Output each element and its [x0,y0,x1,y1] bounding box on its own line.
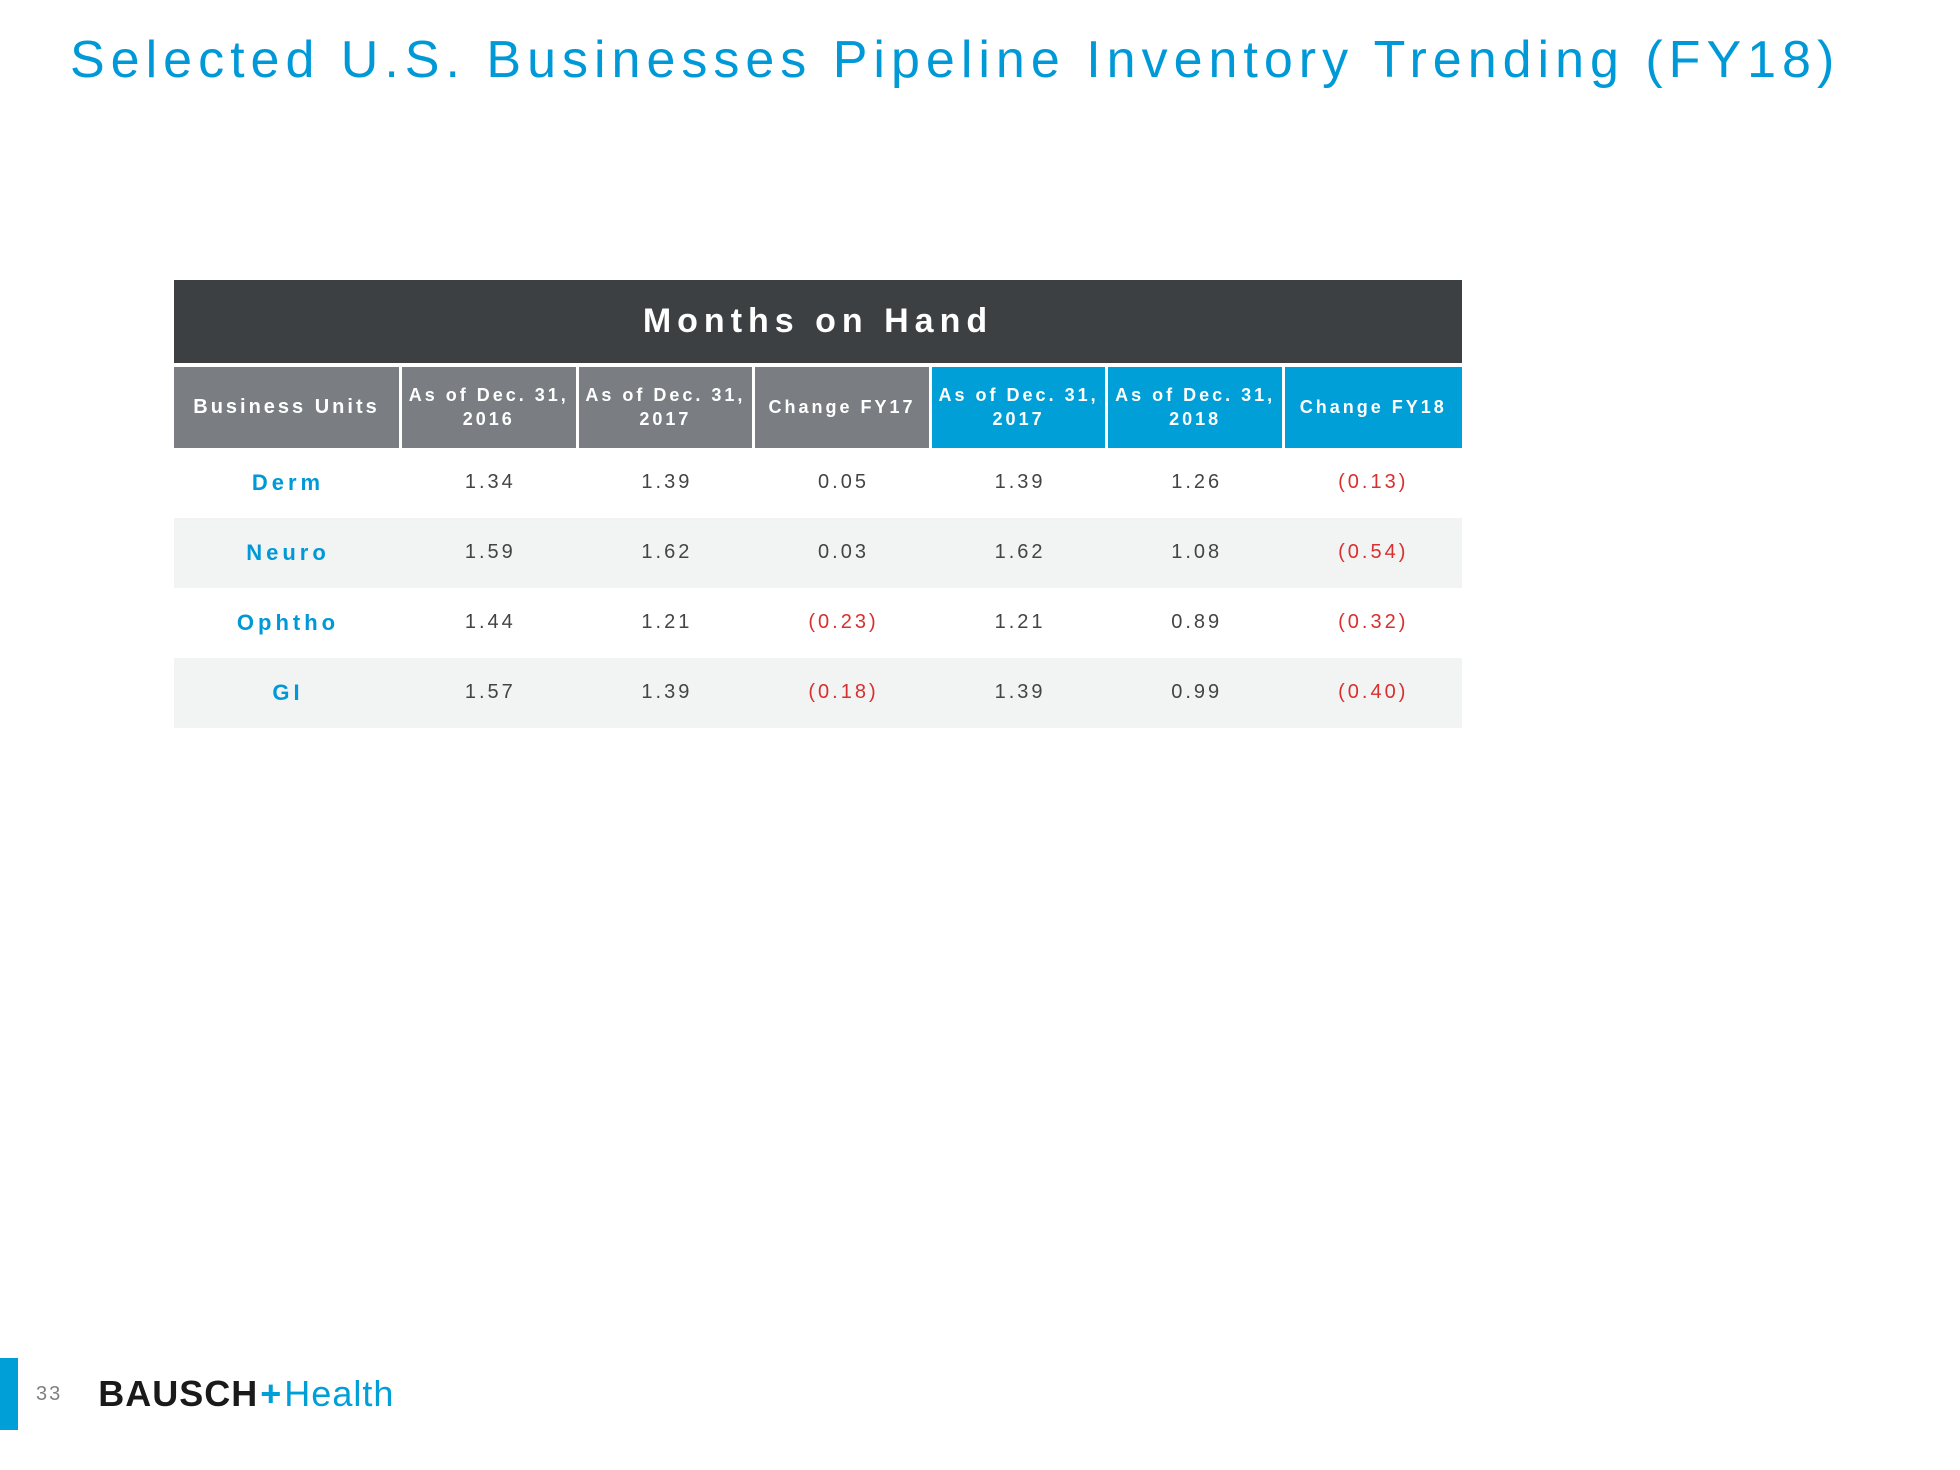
cell-value: 1.26 [1108,448,1285,518]
cell-value: 1.21 [932,588,1109,658]
cell-value: 1.39 [932,658,1109,728]
logo-health-text: Health [284,1373,394,1415]
cell-change-fy17: 0.03 [755,518,932,588]
cell-value: 1.34 [402,448,579,518]
header-dec-2017-a: As of Dec. 31, 2017 [579,367,756,448]
cell-value: 1.44 [402,588,579,658]
logo-plus-icon: + [260,1373,282,1415]
table-banner: Months on Hand [174,280,1462,367]
business-unit-name: Derm [174,448,402,518]
cell-value: 1.39 [579,448,756,518]
header-dec-2017-b: As of Dec. 31, 2017 [932,367,1109,448]
business-unit-name: Neuro [174,518,402,588]
header-change-fy17: Change FY17 [755,367,932,448]
cell-value: 1.21 [579,588,756,658]
cell-value: 1.57 [402,658,579,728]
table-header-row: Business Units As of Dec. 31, 2016 As of… [174,367,1462,448]
cell-value: 0.89 [1108,588,1285,658]
business-unit-name: GI [174,658,402,728]
logo-bausch-text: BAUSCH [98,1373,258,1415]
table-row: Ophtho1.441.21(0.23)1.210.89(0.32) [174,588,1462,658]
table-row: Derm1.341.390.051.391.26(0.13) [174,448,1462,518]
cell-value: 1.62 [579,518,756,588]
header-dec-2018: As of Dec. 31, 2018 [1108,367,1285,448]
table-row: GI1.571.39(0.18)1.390.99(0.40) [174,658,1462,728]
header-business-units: Business Units [174,367,402,448]
cell-change-fy17: (0.18) [755,658,932,728]
slide-footer: 33 BAUSCH + Health [0,1358,394,1430]
cell-value: 0.99 [1108,658,1285,728]
cell-change-fy18: (0.13) [1285,448,1462,518]
header-change-fy18: Change FY18 [1285,367,1462,448]
cell-value: 1.08 [1108,518,1285,588]
page-number: 33 [36,1383,62,1406]
cell-change-fy18: (0.54) [1285,518,1462,588]
cell-change-fy18: (0.32) [1285,588,1462,658]
cell-value: 1.59 [402,518,579,588]
cell-change-fy17: 0.05 [755,448,932,518]
cell-value: 1.39 [579,658,756,728]
cell-value: 1.62 [932,518,1109,588]
cell-change-fy18: (0.40) [1285,658,1462,728]
cell-value: 1.39 [932,448,1109,518]
slide-title: Selected U.S. Businesses Pipeline Invent… [70,28,1890,93]
cell-change-fy17: (0.23) [755,588,932,658]
bausch-health-logo: BAUSCH + Health [98,1373,394,1415]
inventory-table: Months on Hand Business Units As of Dec.… [174,280,1462,728]
table-row: Neuro1.591.620.031.621.08(0.54) [174,518,1462,588]
header-dec-2016: As of Dec. 31, 2016 [402,367,579,448]
footer-accent-tab [0,1358,18,1430]
business-unit-name: Ophtho [174,588,402,658]
